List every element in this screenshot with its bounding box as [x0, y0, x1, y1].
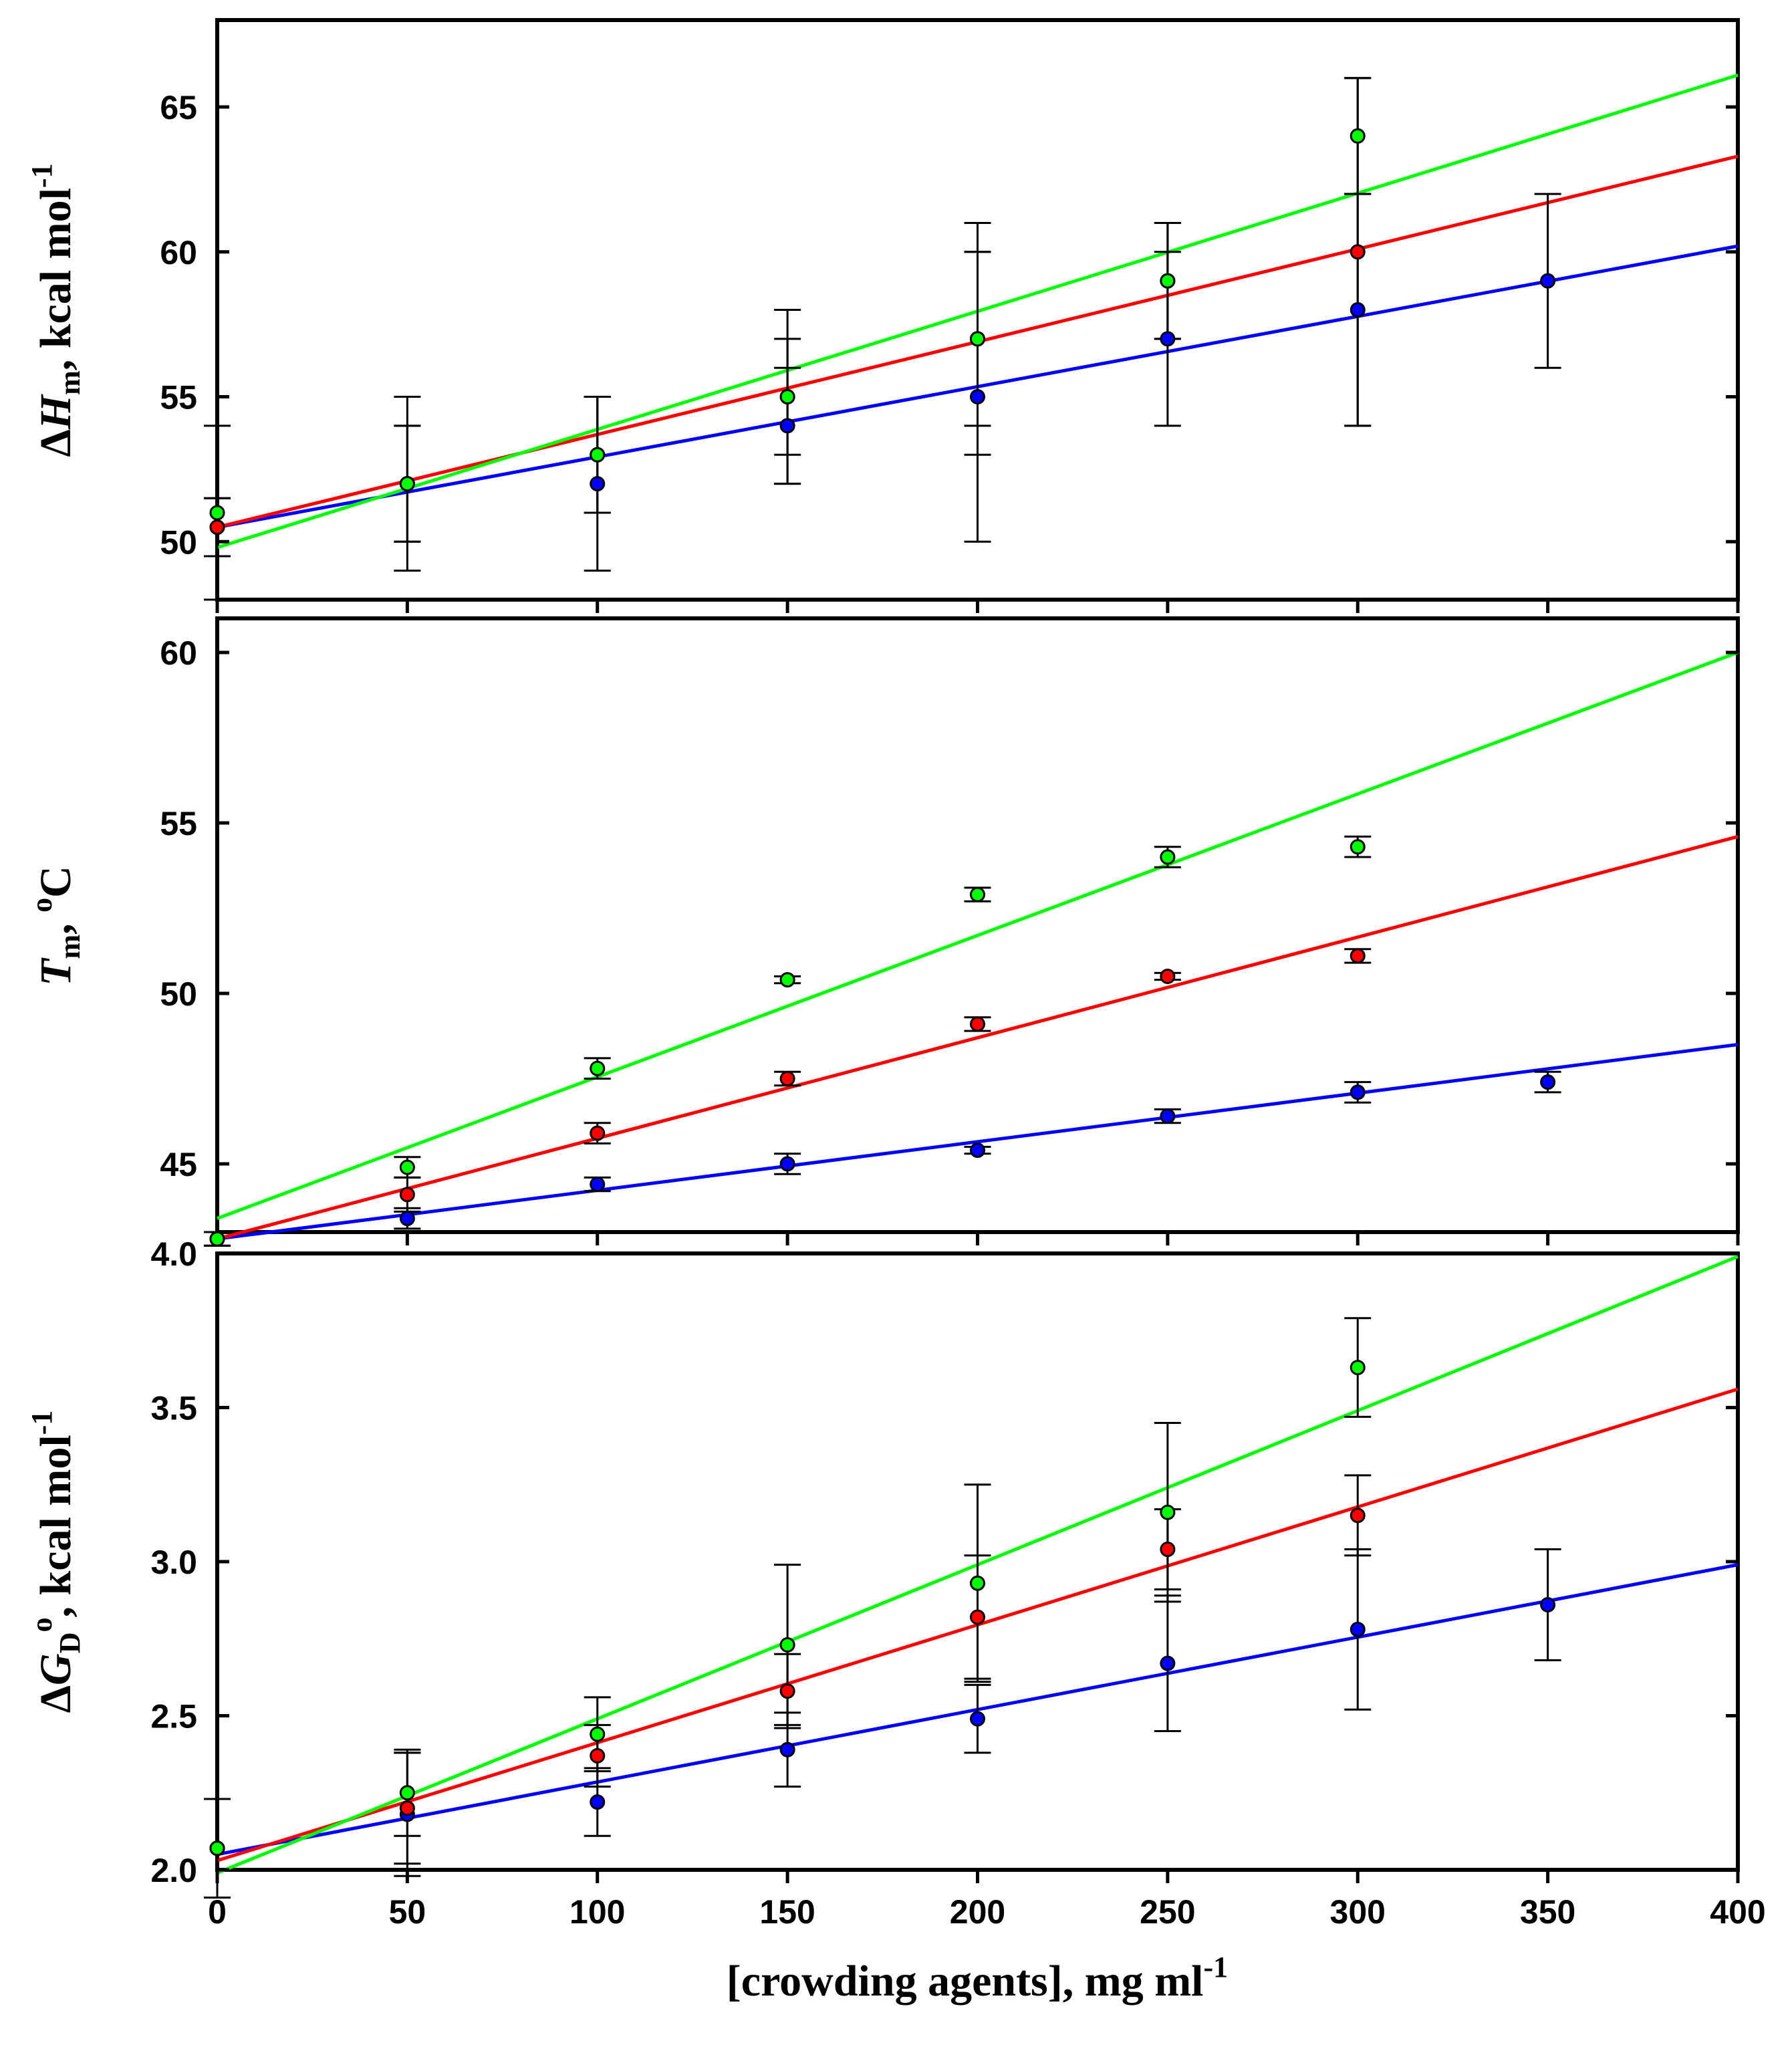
green-data-point [590, 447, 606, 463]
x-tick-label: 250 [1140, 1893, 1195, 1931]
y-tick-label: 50 [160, 523, 197, 561]
blue-data-point [1540, 273, 1556, 289]
blue-data-point [1540, 1597, 1556, 1613]
y-axis-label: ΔHm, kcal mol-1 [25, 163, 86, 457]
green-data-point [1350, 1360, 1366, 1376]
blue-data-point [1160, 1108, 1176, 1124]
blue-data-point [779, 1741, 795, 1758]
green-data-point [399, 476, 415, 492]
y-tick-label: 2.5 [150, 1698, 197, 1735]
green-data-point [779, 972, 795, 988]
x-axis-label: [crowding agents], mg ml-1 [727, 1951, 1228, 2006]
y-ticks: 45 50 55 60 [160, 634, 1738, 1183]
green-data-point [209, 505, 225, 521]
green-data-point [209, 1231, 225, 1247]
red-data-point [590, 1125, 606, 1141]
green-data-point [1160, 1504, 1176, 1520]
red-data-point [399, 1800, 415, 1816]
green-data-point [970, 886, 985, 902]
y-axis-label: ΔGDo, kcal mol-1 [25, 1411, 86, 1713]
green-data-point [399, 1159, 415, 1175]
green-data-point [1160, 273, 1176, 289]
blue-data-point [779, 1156, 795, 1172]
y-tick-label: 55 [160, 379, 197, 416]
y-tick-label: 60 [160, 234, 197, 271]
blue-data-point [1350, 1084, 1366, 1100]
green-data-point [399, 1785, 415, 1801]
x-tick-label: 350 [1520, 1893, 1575, 1931]
x-tick-label: 300 [1330, 1893, 1386, 1931]
plot-frame [215, 616, 1740, 1234]
y-tick-label: 2.0 [150, 1852, 197, 1889]
y-tick-label: 60 [160, 634, 197, 672]
blue-data-point [399, 1211, 415, 1227]
chart-marks [204, 1255, 1739, 1899]
panel-melting-temperature: 45 50 55 60 Tm, oC [25, 616, 1740, 1247]
red-data-point [779, 1683, 795, 1699]
green-data-point [1350, 128, 1366, 144]
chart-marks [204, 650, 1740, 1247]
red-data-point [209, 519, 225, 535]
green-data-point [209, 1840, 225, 1856]
green-fit-line [217, 650, 1739, 1220]
blue-fit-line [217, 1043, 1739, 1241]
red-data-point [399, 1187, 415, 1203]
blue-data-point [1160, 1655, 1176, 1671]
blue-data-point [590, 1177, 606, 1193]
green-data-point [779, 1637, 795, 1653]
blue-data-point [970, 1142, 985, 1159]
red-data-point [1350, 1507, 1366, 1524]
red-data-point [779, 1071, 795, 1086]
blue-data-point [970, 389, 985, 405]
blue-data-point [779, 418, 795, 434]
red-data-point [1160, 1542, 1176, 1558]
red-fit-line [217, 834, 1739, 1241]
blue-data-point [1540, 1074, 1556, 1090]
y-axis-label: Tm, oC [25, 866, 86, 986]
panel-enthalpy: 50 55 60 65 ΔHm, kcal mol-1 [25, 18, 1740, 613]
y-tick-label: 4.0 [150, 1235, 197, 1273]
green-data-point [970, 1575, 985, 1591]
x-tick-label: 0 [208, 1893, 227, 1931]
x-ticks: 0 50 100 150 200 250 300 350 400 [208, 1870, 1766, 1931]
y-tick-label: 50 [160, 975, 197, 1013]
y-tick-label: 55 [160, 805, 197, 842]
blue-data-point [1350, 302, 1366, 318]
red-data-point [970, 1016, 985, 1032]
green-data-point [1160, 849, 1176, 865]
green-data-point [590, 1726, 606, 1742]
chart-marks [204, 73, 1740, 613]
x-tick-label: 150 [759, 1893, 815, 1931]
green-data-point [590, 1060, 606, 1076]
y-tick-label: 3.0 [150, 1544, 197, 1581]
y-tick-label: 45 [160, 1146, 197, 1183]
red-data-point [970, 1609, 985, 1625]
red-data-point [1350, 948, 1366, 964]
y-ticks: 2.0 2.5 3.0 3.5 4.0 [150, 1235, 1738, 1889]
blue-data-point [590, 476, 606, 492]
green-data-point [970, 331, 985, 347]
red-data-point [1160, 969, 1176, 984]
blue-data-point [590, 1794, 606, 1810]
x-tick-label: 50 [389, 1893, 426, 1931]
green-data-point [1350, 839, 1366, 855]
x-tick-label: 200 [950, 1893, 1005, 1931]
red-data-point [590, 1747, 606, 1764]
x-tick-label: 100 [569, 1893, 625, 1931]
y-tick-label: 3.5 [150, 1390, 197, 1427]
blue-data-point [970, 1711, 985, 1727]
y-ticks: 50 55 60 65 [160, 89, 1738, 561]
blue-data-point [1160, 331, 1176, 347]
green-data-point [779, 389, 795, 405]
panel-free-energy: 2.0 2.5 3.0 3.5 4.0 0 50 100 150 200 250 300 350 400… [25, 1235, 1766, 2006]
y-tick-label: 65 [160, 89, 197, 126]
red-data-point [1350, 244, 1366, 260]
x-tick-label: 400 [1710, 1893, 1765, 1931]
blue-data-point [1350, 1621, 1366, 1637]
